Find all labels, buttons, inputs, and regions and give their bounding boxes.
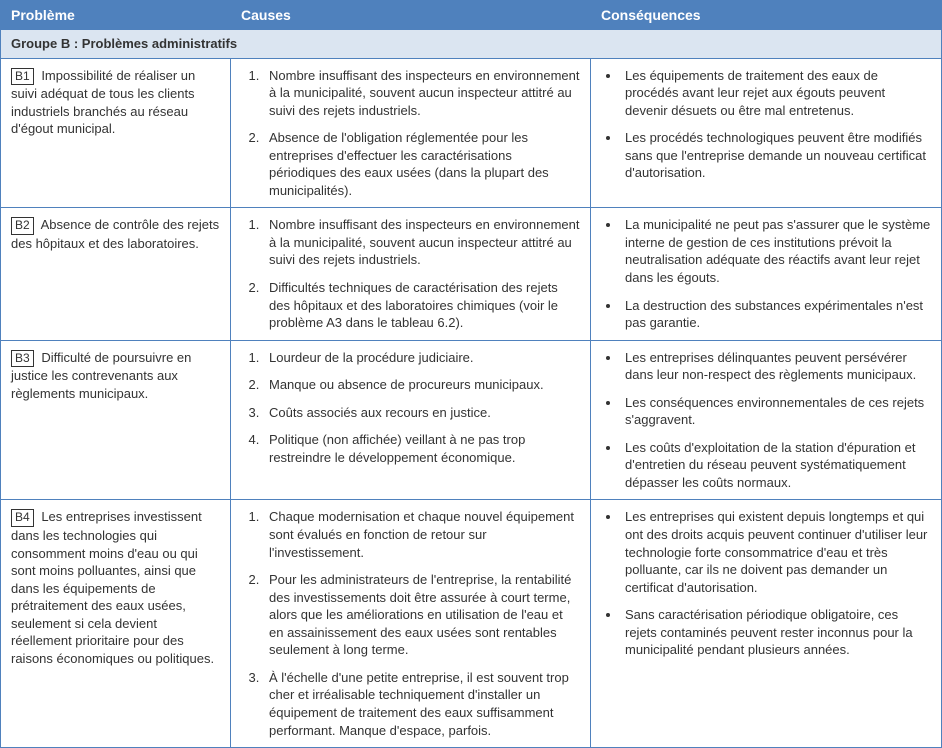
probleme-cell: B1 Impossibilité de réaliser un suivi ad…	[1, 58, 231, 208]
consequence-item: La municipalité ne peut pas s'assurer qu…	[621, 216, 931, 286]
table-header-row: Problème Causes Conséquences	[1, 1, 942, 30]
consequence-item: Les procédés technologiques peuvent être…	[621, 129, 931, 182]
probleme-cell: B4 Les entreprises investissent dans les…	[1, 500, 231, 748]
probleme-text: Les entreprises investissent dans les te…	[11, 509, 214, 665]
problems-table: Problème Causes Conséquences Groupe B : …	[0, 0, 942, 748]
header-consequences: Conséquences	[591, 1, 942, 30]
group-b-row: Groupe B : Problèmes administratifs	[1, 30, 942, 59]
table-row: B3 Difficulté de poursuivre en justice l…	[1, 340, 942, 500]
consequence-item: Les entreprises délinquantes peuvent per…	[621, 349, 931, 384]
code-badge: B2	[11, 217, 34, 235]
causes-cell: Chaque modernisation et chaque nouvel éq…	[231, 500, 591, 748]
probleme-cell: B2 Absence de contrôle des rejets des hô…	[1, 208, 231, 340]
consequence-item: Les équipements de traitement des eaux d…	[621, 67, 931, 120]
consequences-cell: Les entreprises qui existent depuis long…	[591, 500, 942, 748]
consequence-item: La destruction des substances expériment…	[621, 297, 931, 332]
cause-item: Nombre insuffisant des inspecteurs en en…	[263, 67, 580, 120]
consequence-item: Les coûts d'exploitation de la station d…	[621, 439, 931, 492]
cause-item: Difficultés techniques de caractérisatio…	[263, 279, 580, 332]
probleme-text: Difficulté de poursuivre en justice les …	[11, 350, 191, 401]
causes-cell: Lourdeur de la procédure judiciaire. Man…	[231, 340, 591, 500]
consequence-item: Les conséquences environnementales de ce…	[621, 394, 931, 429]
cause-item: Lourdeur de la procédure judiciaire.	[263, 349, 580, 367]
cause-item: À l'échelle d'une petite entreprise, il …	[263, 669, 580, 739]
cause-item: Chaque modernisation et chaque nouvel éq…	[263, 508, 580, 561]
probleme-text: Absence de contrôle des rejets des hôpit…	[11, 217, 219, 251]
causes-list: Nombre insuffisant des inspecteurs en en…	[241, 216, 580, 331]
consequences-cell: Les équipements de traitement des eaux d…	[591, 58, 942, 208]
consequences-list: La municipalité ne peut pas s'assurer qu…	[601, 216, 931, 331]
consequences-cell: Les entreprises délinquantes peuvent per…	[591, 340, 942, 500]
causes-cell: Nombre insuffisant des inspecteurs en en…	[231, 208, 591, 340]
causes-list: Nombre insuffisant des inspecteurs en en…	[241, 67, 580, 200]
probleme-text: Impossibilité de réaliser un suivi adéqu…	[11, 68, 195, 137]
causes-cell: Nombre insuffisant des inspecteurs en en…	[231, 58, 591, 208]
cause-item: Nombre insuffisant des inspecteurs en en…	[263, 216, 580, 269]
header-causes: Causes	[231, 1, 591, 30]
cause-item: Manque ou absence de procureurs municipa…	[263, 376, 580, 394]
causes-list: Lourdeur de la procédure judiciaire. Man…	[241, 349, 580, 467]
consequence-item: Sans caractérisation périodique obligato…	[621, 606, 931, 659]
cause-item: Coûts associés aux recours en justice.	[263, 404, 580, 422]
code-badge: B4	[11, 509, 34, 527]
table-row: B4 Les entreprises investissent dans les…	[1, 500, 942, 748]
probleme-cell: B3 Difficulté de poursuivre en justice l…	[1, 340, 231, 500]
code-badge: B3	[11, 350, 34, 368]
consequences-list: Les entreprises qui existent depuis long…	[601, 508, 931, 658]
causes-list: Chaque modernisation et chaque nouvel éq…	[241, 508, 580, 739]
consequence-item: Les entreprises qui existent depuis long…	[621, 508, 931, 596]
cause-item: Politique (non affichée) veillant à ne p…	[263, 431, 580, 466]
code-badge: B1	[11, 68, 34, 86]
consequences-list: Les entreprises délinquantes peuvent per…	[601, 349, 931, 492]
header-probleme: Problème	[1, 1, 231, 30]
cause-item: Pour les administrateurs de l'entreprise…	[263, 571, 580, 659]
table-row: B1 Impossibilité de réaliser un suivi ad…	[1, 58, 942, 208]
consequences-cell: La municipalité ne peut pas s'assurer qu…	[591, 208, 942, 340]
consequences-list: Les équipements de traitement des eaux d…	[601, 67, 931, 182]
cause-item: Absence de l'obligation réglementée pour…	[263, 129, 580, 199]
table-row: B2 Absence de contrôle des rejets des hô…	[1, 208, 942, 340]
group-b-label: Groupe B : Problèmes administratifs	[1, 30, 942, 59]
